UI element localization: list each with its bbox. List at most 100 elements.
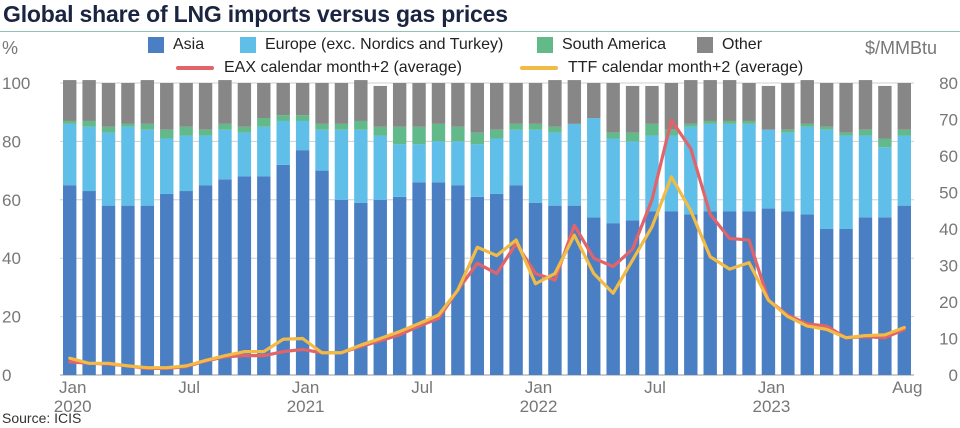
bar-south-america [781,129,795,133]
bar-south-america [373,126,387,136]
bar-europe [451,141,465,186]
bar-other [412,83,426,127]
bar-other [63,80,77,121]
bar-europe [121,126,135,206]
bar-europe [587,118,601,218]
legend-swatch [537,37,553,53]
left-axis-unit: % [2,38,19,58]
bar-south-america [160,129,174,139]
bar-europe [722,123,737,212]
bar-asia [587,217,601,375]
x-tick-year: 2021 [287,397,325,416]
legend-line [520,66,558,70]
x-tick-label: Jul [411,378,433,397]
bar-europe [625,141,640,221]
bar-asia [63,185,77,375]
bar-europe [470,144,484,197]
bar-other [625,85,640,133]
bar-other [664,83,679,130]
bar-south-america [82,120,96,127]
y-tick-label: 100 [2,74,30,93]
bar-asia [354,202,368,375]
bar-europe [761,129,776,209]
bar-other [587,83,601,119]
bar-south-america [218,123,232,130]
legend-item-ttf: TTF calendar month+2 (average) [520,59,803,77]
bar-south-america [392,126,407,145]
bar-asia [315,170,329,375]
legend-label: Other [722,36,763,53]
bar-asia [160,193,174,375]
bar-south-america [198,129,213,136]
bar-other [315,83,329,124]
x-tick-label: Jan [525,378,552,397]
bar-asia [140,205,155,375]
bar-asia [82,191,96,375]
bar-asia [121,205,135,375]
y-tick-label: 80 [2,132,21,151]
bar-south-america [742,120,756,124]
bar-other [703,80,717,121]
bar-south-america [625,132,640,142]
bar-europe [295,120,310,151]
bar-other [839,83,853,133]
y2-tick-label: 80 [939,74,958,93]
legend-swatch [240,37,256,53]
bar-south-america [490,129,504,139]
bar-other [800,80,814,124]
bar-south-america [334,123,349,130]
bar-europe [528,129,543,203]
bar-south-america [528,123,543,130]
bar-asia [703,211,717,375]
bar-asia [858,217,873,375]
bar-asia [819,229,834,375]
bar-asia [392,196,407,375]
bar-europe [140,129,155,206]
bar-south-america [315,123,329,130]
bar-south-america [121,123,135,127]
bar-europe [548,132,562,206]
legend-label: Asia [173,36,205,53]
y-tick-label: 0 [2,366,11,385]
bar-other [257,83,271,119]
title-divider [0,31,960,32]
bar-other [160,83,174,130]
legend-item-asia: Asia [148,36,204,54]
bar-other [101,83,116,127]
bar-europe [373,135,387,200]
bar-europe [431,141,446,183]
source-note: Source: ICIS [2,410,82,426]
bar-other [470,83,484,133]
bar-europe [101,132,116,206]
bar-europe [237,132,252,177]
bar-other [121,83,135,124]
bar-europe [412,144,426,183]
bar-asia [528,202,543,375]
legend-swatch [697,37,713,53]
bar-asia [664,211,679,375]
bar-europe [354,129,368,203]
bar-europe [800,126,814,215]
bar-europe [606,138,620,224]
x-tick-label: Jan [292,378,319,397]
bar-europe [839,135,853,229]
bar-other [140,80,155,124]
bar-south-america [839,132,853,136]
bar-asia [897,205,911,375]
bar-south-america [412,126,426,145]
bar-other [334,83,349,124]
y2-tick-label: 20 [939,293,958,312]
bar-other [373,85,387,127]
bar-asia [470,196,484,375]
bar-europe [276,120,290,165]
x-tick-year: 2022 [520,397,558,416]
line-eax [68,118,906,371]
legend-item-south-america: South America [537,36,666,54]
bar-other [761,85,776,130]
bar-asia [606,223,620,375]
legend-swatch [148,37,164,53]
y2-tick-label: 50 [939,184,958,203]
bar-asia [509,185,523,375]
bar-south-america [63,120,77,124]
bar-asia [800,214,814,375]
